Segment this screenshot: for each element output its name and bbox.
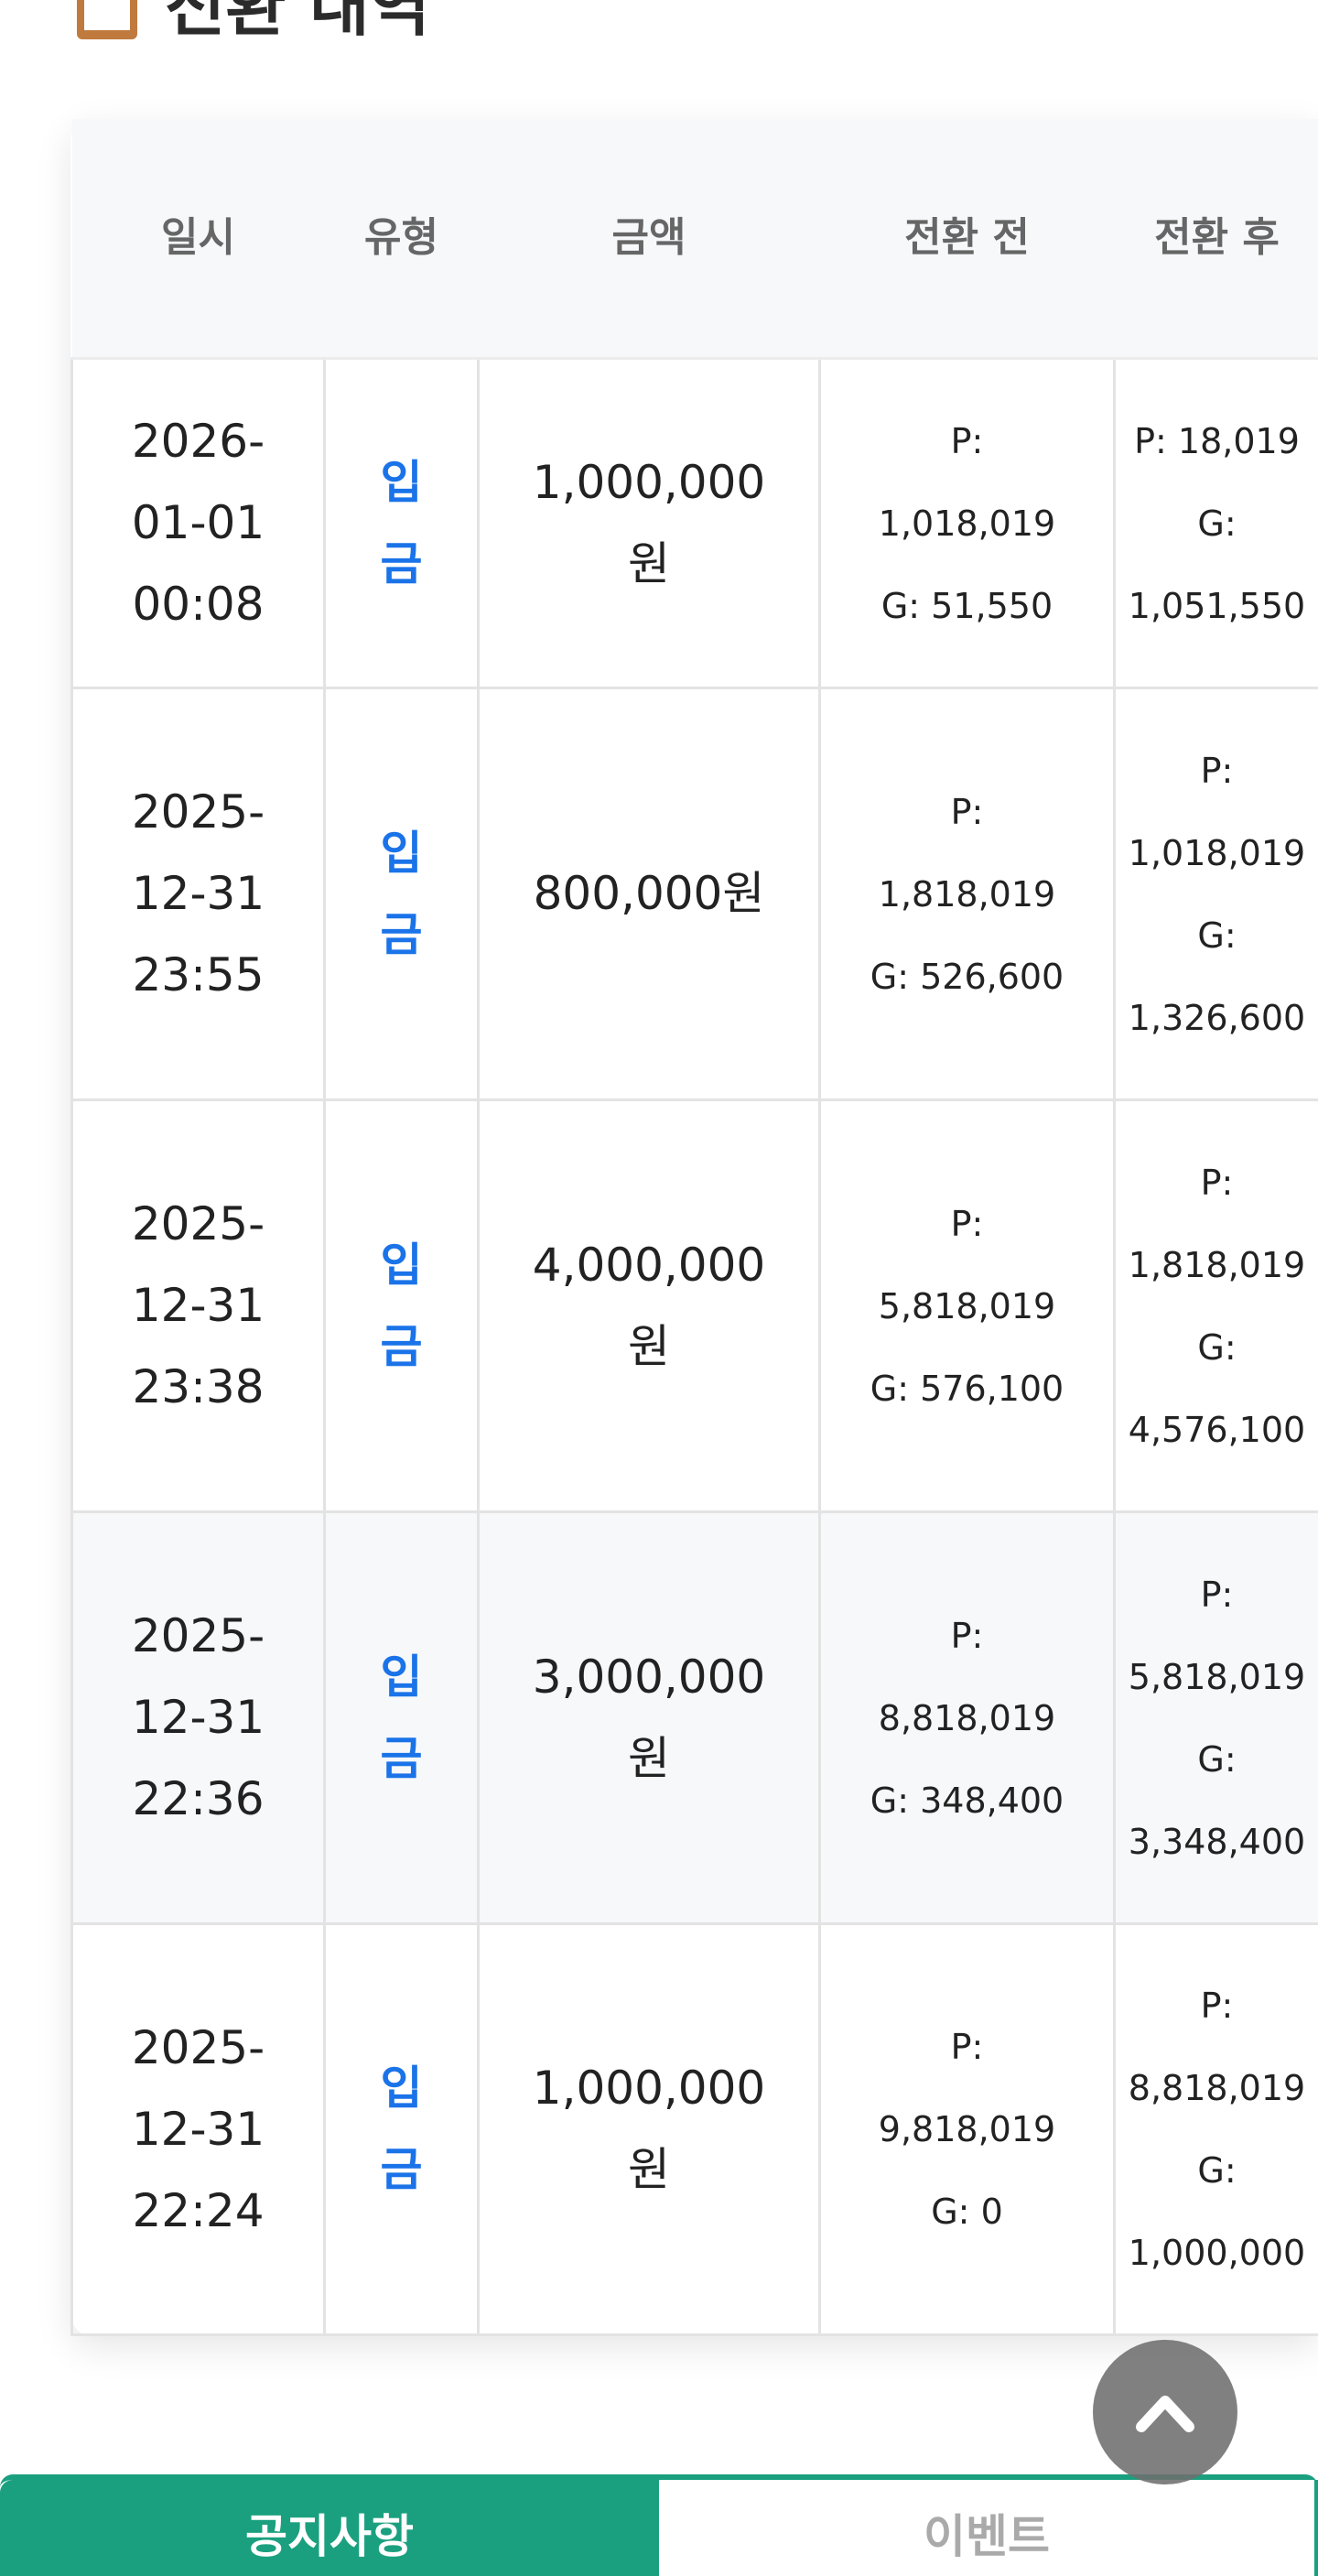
date-cell: 2026-01-01 00:08 — [72, 359, 325, 688]
amount-cell: 800,000원 — [479, 688, 820, 1100]
header-amount: 금액 — [479, 119, 820, 359]
type-cell: 입금 — [325, 688, 479, 1100]
before-cell: P: 9,818,019 G: 0 — [820, 1924, 1115, 2335]
after-cell: P: 1,818,019 G: 4,576,100 — [1115, 1100, 1318, 1512]
tab-notice[interactable]: 공지사항 — [0, 2480, 659, 2576]
clipboard-icon — [77, 0, 137, 39]
after-cell: P: 18,019 G: 1,051,550 — [1115, 359, 1318, 688]
amount-cell: 1,000,000원 — [479, 1924, 820, 2335]
chevron-up-icon — [1136, 2392, 1194, 2432]
type-cell: 입금 — [325, 359, 479, 688]
header-date: 일시 — [72, 119, 325, 359]
amount-cell: 3,000,000원 — [479, 1512, 820, 1924]
section-title-text: 전환 내역 — [165, 0, 430, 49]
after-cell: P: 1,018,019 G: 1,326,600 — [1115, 688, 1318, 1100]
header-type: 유형 — [325, 119, 479, 359]
type-cell: 입금 — [325, 1924, 479, 2335]
after-cell: P: 8,818,019 G: 1,000,000 — [1115, 1924, 1318, 2335]
amount-cell: 1,000,000원 — [479, 359, 820, 688]
type-cell: 입금 — [325, 1512, 479, 1924]
before-cell: P: 1,818,019 G: 526,600 — [820, 688, 1115, 1100]
before-cell: P: 1,018,019 G: 51,550 — [820, 359, 1115, 688]
table-header-row: 일시 유형 금액 전환 전 전환 후 — [72, 119, 1318, 359]
type-cell: 입금 — [325, 1100, 479, 1512]
after-cell: P: 5,818,019 G: 3,348,400 — [1115, 1512, 1318, 1924]
bottom-tabs: 공지사항 이벤트 — [0, 2474, 1318, 2576]
date-cell: 2025-12-31 22:24 — [72, 1924, 325, 2335]
before-cell: P: 5,818,019 G: 576,100 — [820, 1100, 1115, 1512]
amount-cell: 4,000,000원 — [479, 1100, 820, 1512]
date-cell: 2025-12-31 23:55 — [72, 688, 325, 1100]
before-cell: P: 8,818,019 G: 348,400 — [820, 1512, 1115, 1924]
section-title: 전환 내역 — [77, 0, 430, 49]
date-cell: 2025-12-31 22:36 — [72, 1512, 325, 1924]
date-cell: 2025-12-31 23:38 — [72, 1100, 325, 1512]
header-after: 전환 후 — [1115, 119, 1318, 359]
tab-event[interactable]: 이벤트 — [659, 2480, 1318, 2576]
scroll-top-button[interactable] — [1093, 2340, 1237, 2484]
header-before: 전환 전 — [820, 119, 1115, 359]
